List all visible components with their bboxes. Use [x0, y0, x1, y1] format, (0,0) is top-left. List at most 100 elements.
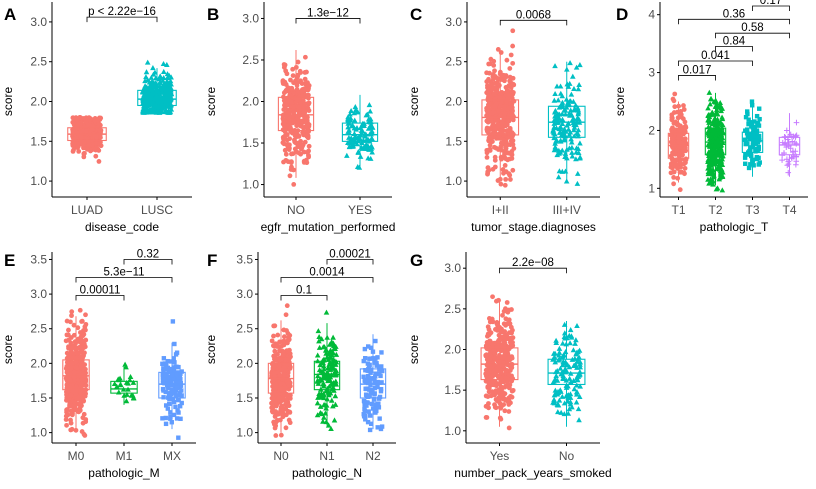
- data-point: [570, 347, 577, 353]
- data-point: [367, 108, 374, 114]
- bracket-line: [280, 277, 374, 283]
- data-point: [73, 359, 79, 365]
- data-point: [556, 349, 563, 355]
- p-value-label: 0.00021: [329, 248, 371, 260]
- data-point: [507, 156, 513, 162]
- data-point: [81, 393, 87, 399]
- data-point: [717, 99, 724, 106]
- data-point: [368, 382, 373, 388]
- data-point: [316, 334, 322, 340]
- data-point: [675, 115, 681, 121]
- panel-letter: C: [410, 5, 422, 24]
- data-point: [575, 150, 582, 156]
- data-point: [280, 395, 286, 401]
- data-point: [176, 435, 181, 440]
- data-point: [492, 355, 498, 361]
- data-point: [749, 153, 754, 159]
- group-i-ii: [481, 28, 520, 188]
- box: [158, 371, 186, 399]
- data-point: [493, 383, 499, 389]
- data-point: [168, 414, 173, 420]
- data-point: [305, 133, 311, 139]
- data-point: [73, 346, 79, 352]
- data-point: [78, 363, 84, 369]
- box: [741, 131, 764, 153]
- data-point: [750, 142, 756, 147]
- data-point: [494, 321, 500, 327]
- data-point: [333, 381, 339, 387]
- data-point: [708, 162, 715, 168]
- data-point: [278, 386, 284, 391]
- data-point: [170, 383, 175, 388]
- data-point: [708, 149, 714, 155]
- data-point: [573, 64, 580, 70]
- data-point: [272, 353, 278, 359]
- data-point: [356, 164, 363, 170]
- p-value-label: p < 2.22e−16: [88, 6, 156, 18]
- data-point: [577, 140, 583, 146]
- data-point: [271, 333, 276, 339]
- data-point: [719, 187, 726, 193]
- data-point: [287, 420, 293, 426]
- data-point: [705, 128, 711, 134]
- data-point: [374, 361, 379, 366]
- data-point: [496, 373, 502, 379]
- data-point: [570, 116, 577, 122]
- group-no: [277, 50, 315, 187]
- data-point: [565, 120, 572, 126]
- data-point: [285, 408, 291, 414]
- data-point: [577, 62, 583, 68]
- data-point: [754, 135, 759, 141]
- data-point: [79, 380, 85, 386]
- data-point: [285, 107, 291, 113]
- data-point: [69, 411, 74, 417]
- data-point: [368, 370, 373, 375]
- panel-letter: F: [207, 251, 217, 270]
- data-point: [351, 117, 358, 123]
- y-tick-label: 3.5: [236, 252, 253, 266]
- data-point: [377, 371, 382, 377]
- data-point: [170, 369, 175, 374]
- data-point: [304, 160, 310, 166]
- data-point: [568, 91, 575, 97]
- data-point: [484, 147, 490, 153]
- p-value-label: 0.0014: [309, 266, 345, 278]
- data-point: [506, 384, 512, 390]
- data-point: [551, 109, 558, 115]
- data-point: [117, 375, 123, 381]
- data-point: [573, 389, 580, 395]
- data-point: [556, 345, 563, 351]
- data-point: [485, 171, 490, 177]
- data-point: [317, 403, 324, 409]
- data-point: [166, 89, 172, 95]
- data-point: [487, 357, 493, 362]
- data-point: [709, 121, 716, 127]
- data-point: [496, 133, 502, 138]
- y-tick-label: 1.0: [444, 424, 461, 438]
- bracket-line: [499, 267, 567, 274]
- data-point: [294, 97, 300, 103]
- data-point: [671, 181, 677, 187]
- data-point: [365, 361, 371, 366]
- data-point: [179, 400, 184, 406]
- x-tick-label: N1: [319, 449, 335, 463]
- data-point: [172, 360, 177, 365]
- data-point: [708, 133, 714, 139]
- data-point: [575, 107, 582, 113]
- data-point: [557, 365, 564, 371]
- data-point: [284, 398, 289, 403]
- data-point: [507, 177, 513, 182]
- data-point: [321, 414, 327, 420]
- data-point: [83, 327, 88, 333]
- data-point: [71, 322, 77, 328]
- data-point: [346, 127, 352, 133]
- data-point: [750, 125, 756, 130]
- data-point: [68, 392, 74, 398]
- p-value-label: 5.3e−11: [103, 266, 144, 278]
- data-point: [174, 385, 180, 391]
- comparison-bracket: 0.58: [715, 22, 790, 39]
- data-point: [177, 403, 183, 409]
- data-point: [174, 393, 179, 398]
- data-point: [563, 382, 570, 388]
- data-point: [497, 336, 503, 342]
